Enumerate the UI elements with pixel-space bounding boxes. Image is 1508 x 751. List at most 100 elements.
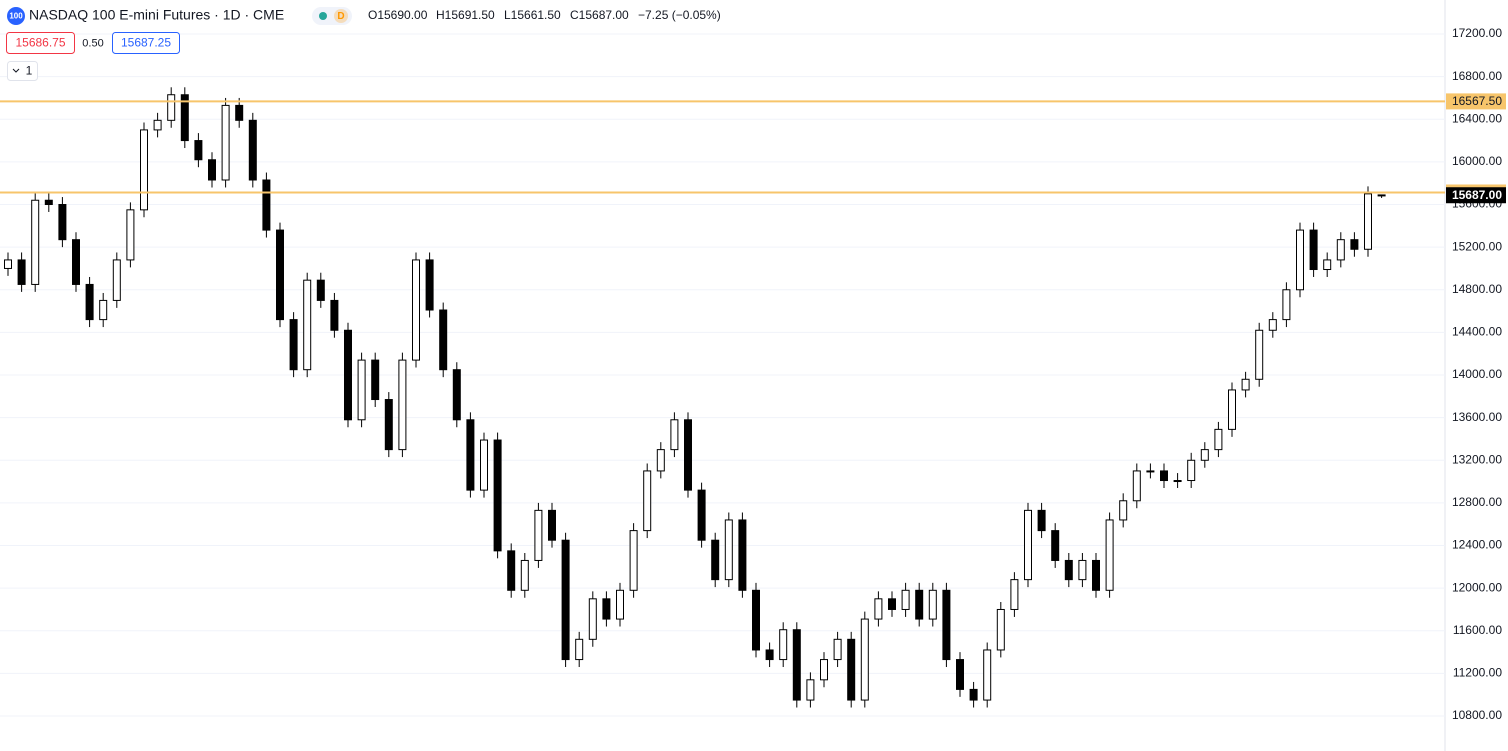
candle-body bbox=[1119, 500, 1128, 521]
candle-body bbox=[167, 94, 176, 121]
candle-body bbox=[928, 589, 937, 620]
candle-body bbox=[439, 309, 448, 371]
candle-body bbox=[140, 129, 148, 211]
symbol-badge: 100 bbox=[9, 12, 23, 21]
candle-body bbox=[765, 649, 774, 661]
sell-button[interactable] bbox=[6, 32, 75, 54]
candle-body bbox=[248, 119, 257, 181]
candle-body bbox=[1255, 329, 1264, 380]
legend-high: H15691.50 bbox=[436, 8, 495, 22]
candle-body bbox=[520, 559, 529, 591]
candle-body bbox=[983, 649, 992, 701]
candle-body bbox=[806, 679, 815, 701]
candle-body bbox=[262, 179, 271, 231]
candle-body bbox=[888, 598, 896, 610]
candle-body bbox=[752, 589, 760, 651]
candle-body bbox=[1051, 530, 1060, 561]
indicator-count: 1 bbox=[26, 64, 33, 78]
y-tick-label: 12000.00 bbox=[1452, 580, 1502, 594]
candle-body bbox=[180, 94, 189, 142]
candle-body bbox=[996, 608, 1005, 651]
candle-body bbox=[1214, 428, 1223, 451]
y-tick-label: 15200.00 bbox=[1452, 239, 1502, 253]
y-tick-label: 12800.00 bbox=[1452, 495, 1502, 509]
interval-badge: D bbox=[337, 11, 344, 22]
candle-body bbox=[1173, 480, 1182, 483]
candle-body bbox=[969, 688, 978, 701]
candle-body bbox=[1296, 229, 1304, 291]
last-price-label: 15687.00 bbox=[1452, 188, 1502, 202]
candle-body bbox=[357, 359, 366, 421]
candle-body bbox=[194, 140, 203, 161]
candle-body bbox=[847, 638, 856, 701]
chevron-icon bbox=[12, 68, 20, 73]
candle-body bbox=[507, 550, 516, 591]
buy-button[interactable] bbox=[112, 32, 180, 54]
candle-body bbox=[561, 539, 570, 661]
candle-body bbox=[85, 283, 94, 321]
candle-body bbox=[153, 119, 162, 131]
candle-body bbox=[31, 199, 40, 285]
candle-body bbox=[4, 259, 12, 269]
candle-body bbox=[820, 659, 828, 681]
ask-price[interactable]: 15687.25 bbox=[121, 36, 171, 50]
legend-close: C15687.00 bbox=[570, 8, 629, 22]
candle-body bbox=[901, 589, 910, 610]
candle-body bbox=[697, 489, 706, 541]
candle-body bbox=[208, 159, 216, 181]
bid-price[interactable]: 15686.75 bbox=[15, 36, 65, 50]
candle-body bbox=[724, 519, 733, 581]
legend-change: −7.25 (−0.05%) bbox=[638, 8, 721, 22]
candle-body bbox=[221, 104, 230, 181]
chart-title[interactable]: NASDAQ 100 E-mini Futures · 1D · CME bbox=[29, 7, 284, 23]
candle-body bbox=[126, 209, 135, 261]
candle-body bbox=[1200, 449, 1209, 461]
y-tick-label: 14400.00 bbox=[1452, 325, 1502, 339]
candle-body bbox=[1037, 509, 1046, 532]
y-tick-label: 16000.00 bbox=[1452, 154, 1502, 168]
legend-open: O15690.00 bbox=[368, 8, 428, 22]
candle-body bbox=[860, 618, 869, 701]
candle-body bbox=[1187, 459, 1196, 482]
candle-body bbox=[466, 419, 475, 491]
candle-body bbox=[452, 369, 461, 421]
candle-body bbox=[1160, 470, 1168, 482]
candle-body bbox=[1323, 259, 1332, 271]
candle-body bbox=[1024, 509, 1032, 581]
candle-body bbox=[58, 204, 67, 241]
hline-label-bg bbox=[1446, 93, 1506, 110]
hline-label: 16567.50 bbox=[1452, 94, 1502, 108]
candle-body bbox=[1092, 559, 1100, 591]
indicator-toggle[interactable] bbox=[7, 61, 38, 81]
candle-body bbox=[276, 229, 284, 321]
candle-body bbox=[1228, 389, 1236, 430]
candle-body bbox=[1282, 289, 1291, 321]
candle-body bbox=[779, 629, 788, 661]
candle-body bbox=[289, 319, 298, 371]
candle-body bbox=[588, 598, 597, 640]
symbol-icon[interactable] bbox=[7, 7, 25, 25]
candle-body bbox=[1364, 193, 1372, 250]
last-price-bg bbox=[1446, 187, 1506, 204]
candle-body bbox=[480, 439, 488, 491]
candle-body bbox=[44, 199, 53, 206]
candle-body bbox=[548, 509, 556, 541]
candle-body bbox=[1241, 378, 1250, 391]
candle-body bbox=[534, 509, 543, 561]
interval-dot bbox=[334, 9, 348, 23]
candle-body bbox=[398, 359, 407, 451]
candle-body bbox=[602, 598, 611, 620]
candle-body bbox=[670, 419, 679, 451]
candle-body bbox=[1010, 579, 1019, 610]
y-tick-label: 11200.00 bbox=[1453, 666, 1502, 680]
candle-body bbox=[17, 259, 26, 285]
candle-body bbox=[942, 589, 951, 661]
status-pill[interactable] bbox=[312, 7, 352, 25]
candle-body bbox=[316, 279, 325, 301]
candle-body bbox=[99, 299, 108, 321]
candle-body bbox=[738, 519, 747, 591]
candle-body bbox=[643, 470, 652, 532]
y-tick-label: 14800.00 bbox=[1452, 282, 1502, 296]
legend-low: L15661.50 bbox=[504, 8, 561, 22]
candle-body bbox=[1078, 559, 1087, 581]
